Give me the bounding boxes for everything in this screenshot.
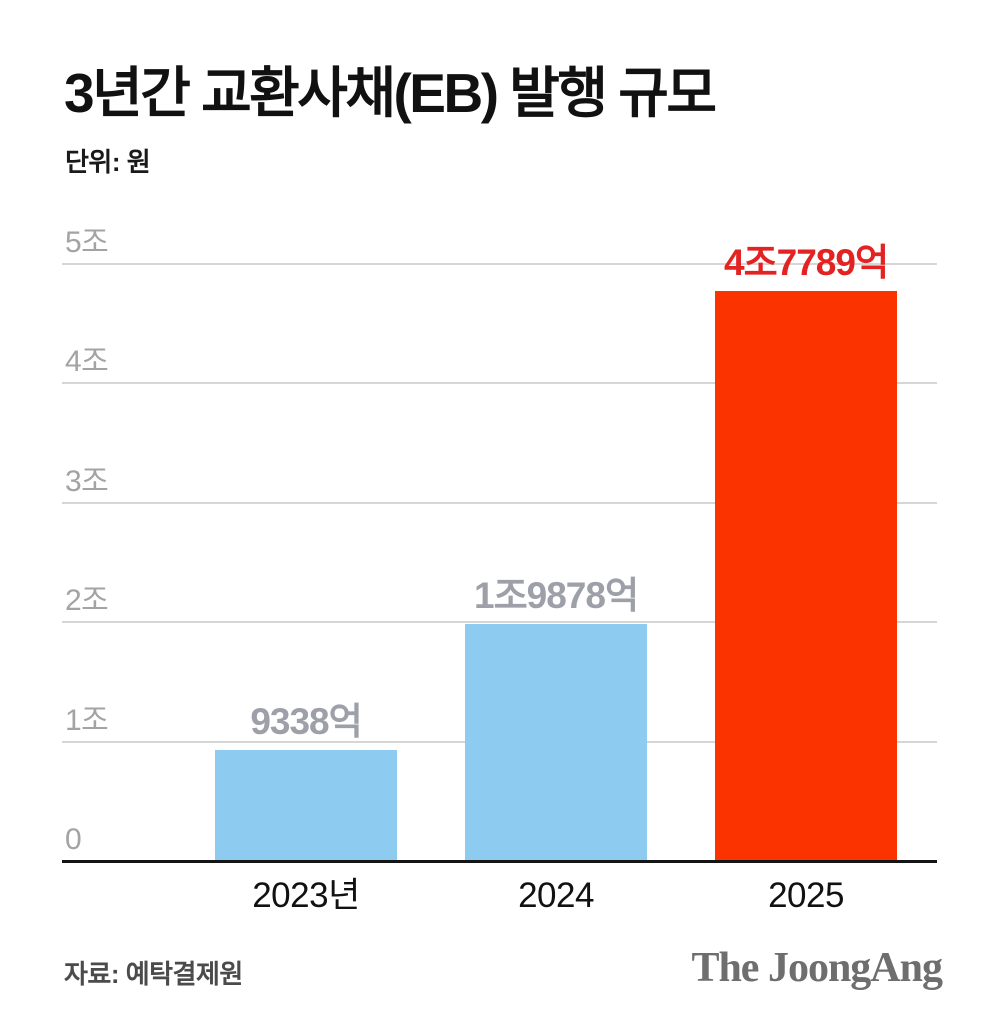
chart-title: 3년간 교환사채(EB) 발행 규모 <box>64 62 717 124</box>
y-tick-label-3조: 3조 <box>65 464 109 498</box>
x-axis-baseline <box>62 860 937 863</box>
source-label: 자료: 예탁결제원 <box>64 959 243 989</box>
y-tick-label-1조: 1조 <box>65 703 109 737</box>
gridline-2조 <box>62 621 937 623</box>
y-tick-label-4조: 4조 <box>65 345 109 378</box>
value-label-2024: 1조9878억 <box>474 575 639 616</box>
gridline-3조 <box>62 501 937 504</box>
bar-2025 <box>715 291 897 862</box>
x-label-2023년: 2023년 <box>252 876 360 915</box>
y-tick-label-2조: 2조 <box>65 584 109 617</box>
y-tick-label-0: 0 <box>65 823 82 856</box>
bar-2023년 <box>215 750 397 862</box>
value-label-2023년: 9338억 <box>250 701 362 742</box>
gridline-4조 <box>62 382 937 384</box>
joongang-logo: The JoongAng <box>691 945 943 991</box>
y-tick-label-5조: 5조 <box>65 225 109 259</box>
bar-2024 <box>465 624 647 862</box>
x-label-2025: 2025 <box>768 876 844 915</box>
unit-label: 단위: 원 <box>65 147 151 177</box>
x-label-2024: 2024 <box>518 876 594 915</box>
plot-area: 0 1조 2조 3조 4조 5조 9338억 2023년 1조9878억 2024 4조7789억 2… <box>62 225 937 913</box>
value-label-2025: 4조7789억 <box>724 242 889 283</box>
gridline-5조 <box>62 262 937 265</box>
